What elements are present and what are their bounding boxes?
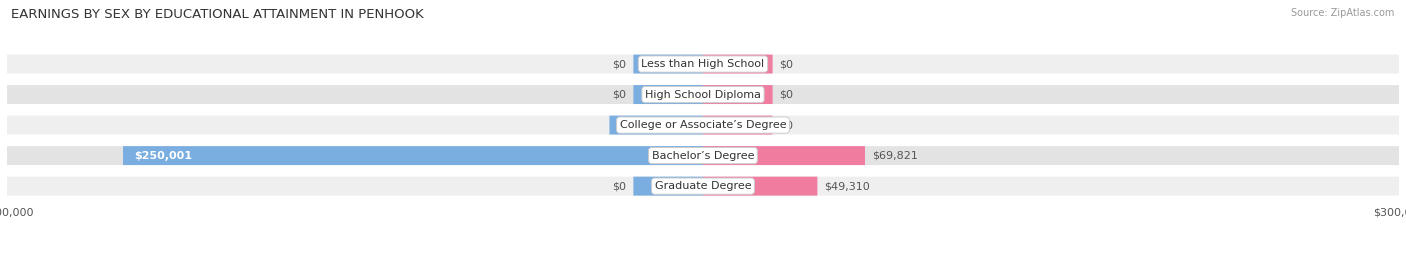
- Text: $69,821: $69,821: [872, 151, 918, 161]
- Text: Less than High School: Less than High School: [641, 59, 765, 69]
- Text: $49,310: $49,310: [824, 181, 870, 191]
- FancyBboxPatch shape: [609, 116, 703, 134]
- FancyBboxPatch shape: [633, 55, 703, 73]
- Text: Source: ZipAtlas.com: Source: ZipAtlas.com: [1291, 8, 1395, 18]
- FancyBboxPatch shape: [7, 55, 1399, 73]
- Text: $0: $0: [613, 59, 627, 69]
- FancyBboxPatch shape: [703, 55, 773, 73]
- Text: Bachelor’s Degree: Bachelor’s Degree: [652, 151, 754, 161]
- Text: $0: $0: [613, 90, 627, 100]
- FancyBboxPatch shape: [633, 85, 703, 104]
- FancyBboxPatch shape: [7, 85, 1399, 104]
- FancyBboxPatch shape: [7, 146, 1399, 165]
- Text: $250,001: $250,001: [135, 151, 193, 161]
- Text: College or Associate’s Degree: College or Associate’s Degree: [620, 120, 786, 130]
- Text: $0: $0: [613, 181, 627, 191]
- Text: $0: $0: [779, 120, 793, 130]
- FancyBboxPatch shape: [703, 146, 865, 165]
- FancyBboxPatch shape: [703, 177, 817, 196]
- FancyBboxPatch shape: [7, 116, 1399, 134]
- FancyBboxPatch shape: [122, 146, 703, 165]
- Text: Graduate Degree: Graduate Degree: [655, 181, 751, 191]
- Text: $40,324: $40,324: [621, 120, 672, 130]
- Text: High School Diploma: High School Diploma: [645, 90, 761, 100]
- Legend: Male, Female: Male, Female: [647, 267, 759, 269]
- Text: $0: $0: [779, 59, 793, 69]
- FancyBboxPatch shape: [703, 116, 773, 134]
- FancyBboxPatch shape: [7, 177, 1399, 196]
- Text: $0: $0: [779, 90, 793, 100]
- FancyBboxPatch shape: [633, 177, 703, 196]
- FancyBboxPatch shape: [703, 85, 773, 104]
- Text: EARNINGS BY SEX BY EDUCATIONAL ATTAINMENT IN PENHOOK: EARNINGS BY SEX BY EDUCATIONAL ATTAINMEN…: [11, 8, 425, 21]
